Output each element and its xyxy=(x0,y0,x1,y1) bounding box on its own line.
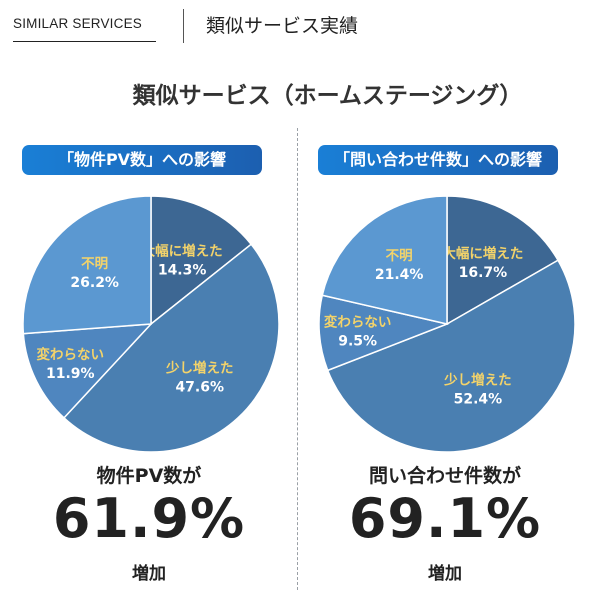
summary-suffix-inquiry: 増加 xyxy=(428,564,462,584)
page-title: 類似サービス実績 xyxy=(206,15,359,37)
section-label: SIMILAR SERVICES xyxy=(13,16,142,31)
pie-slice-unknown xyxy=(22,195,152,335)
pie-chart-pv: 大幅に増えた 14.3% 少し増えた 47.6% 変わらない 11.9% 不明 26.2% xyxy=(22,195,280,453)
slice-value-slight-increase: 47.6% xyxy=(175,380,224,396)
slice-value-large-increase: 14.3% xyxy=(158,262,207,278)
slice-label-unknown: 不明 xyxy=(386,248,413,264)
slice-value-unknown: 21.4% xyxy=(375,267,424,283)
slice-value-no-change: 11.9% xyxy=(46,366,95,382)
summary-label-pv: 物件PV数が xyxy=(96,465,202,487)
slice-label-unknown: 不明 xyxy=(81,256,108,272)
pie-slice-slight-increase xyxy=(326,259,576,453)
slice-value-no-change: 9.5% xyxy=(338,333,377,349)
header-separator xyxy=(183,9,184,43)
pie-slice-slight-increase xyxy=(62,243,280,453)
slice-label-slight-increase: 少し増えた xyxy=(443,372,512,389)
inquiry-panel: 「問い合わせ件数」への影響 大幅に増えた 16.7% 少し増えた 52.4% 変わらない… xyxy=(310,145,590,595)
slice-label-no-change: 変わらない xyxy=(37,346,105,363)
summary-value-pv: 61.9% xyxy=(52,487,246,550)
slice-label-large-increase: 大幅に増えた xyxy=(142,242,223,259)
pie-slice-no-change xyxy=(22,323,153,419)
section-label-underline xyxy=(13,41,156,42)
chart-title-inquiry: 「問い合わせ件数」への影響 xyxy=(318,145,558,175)
pv-panel: 「物件PV数」への影響 大幅に増えた 14.3% 少し増えた 47.6% 変わらない 11… xyxy=(14,145,294,595)
slice-label-no-change: 変わらない xyxy=(324,313,392,330)
slice-value-slight-increase: 52.4% xyxy=(454,392,503,408)
slice-value-large-increase: 16.7% xyxy=(459,265,508,281)
summary-value-inquiry: 69.1% xyxy=(348,487,542,550)
panel-divider xyxy=(297,128,298,590)
pie-slice-unknown xyxy=(321,195,448,325)
summary-suffix-pv: 増加 xyxy=(132,564,166,584)
summary-label-inquiry: 問い合わせ件数が xyxy=(368,465,521,487)
slice-label-slight-increase: 少し増えた xyxy=(165,360,234,377)
page-header: SIMILAR SERVICES 類似サービス実績 xyxy=(0,0,595,48)
pie-slice-large-increase xyxy=(446,195,560,326)
chart-title-pv: 「物件PV数」への影響 xyxy=(22,145,262,175)
pie-slice-large-increase xyxy=(150,195,253,326)
slice-label-large-increase: 大幅に増えた xyxy=(442,245,523,262)
main-heading: 類似サービス（ホームステージング） xyxy=(132,83,523,109)
slice-value-unknown: 26.2% xyxy=(70,275,119,291)
pie-slice-no-change xyxy=(318,294,450,372)
pie-chart-inquiry: 大幅に増えた 16.7% 少し増えた 52.4% 変わらない 9.5% 不明 21.4% xyxy=(318,195,576,453)
